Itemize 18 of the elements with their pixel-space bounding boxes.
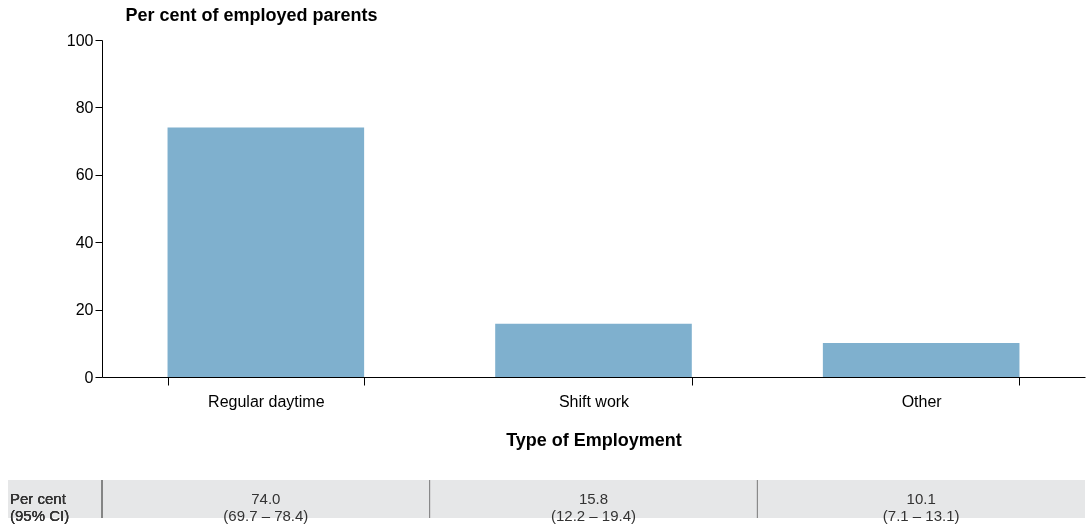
bar xyxy=(495,323,692,377)
y-tick-label: 100 xyxy=(66,31,94,49)
y-tick-label: 20 xyxy=(75,301,94,319)
bar xyxy=(822,342,1020,377)
y-tick-label: 0 xyxy=(84,368,94,386)
y-tick-label: 40 xyxy=(75,233,94,251)
data-label: 10.1 (7.1 – 13.1) xyxy=(882,490,960,524)
y-tick-label: 60 xyxy=(75,166,94,184)
y-tick-label: 80 xyxy=(75,98,94,116)
text: Per cent (95% CI) xyxy=(10,490,70,524)
data-label: 74.0 (69.7 – 78.4) xyxy=(223,490,309,524)
data-label: 15.8 (12.2 – 19.4) xyxy=(550,490,637,524)
y-axis-title: Per cent of employed parents xyxy=(125,4,378,25)
bar xyxy=(167,127,365,377)
x-axis-title: Type of Employment xyxy=(506,429,682,450)
x-tick-label: Regular daytime xyxy=(208,392,325,410)
x-tick-label: Other xyxy=(901,392,943,410)
x-tick-label: Shift work xyxy=(558,392,631,410)
